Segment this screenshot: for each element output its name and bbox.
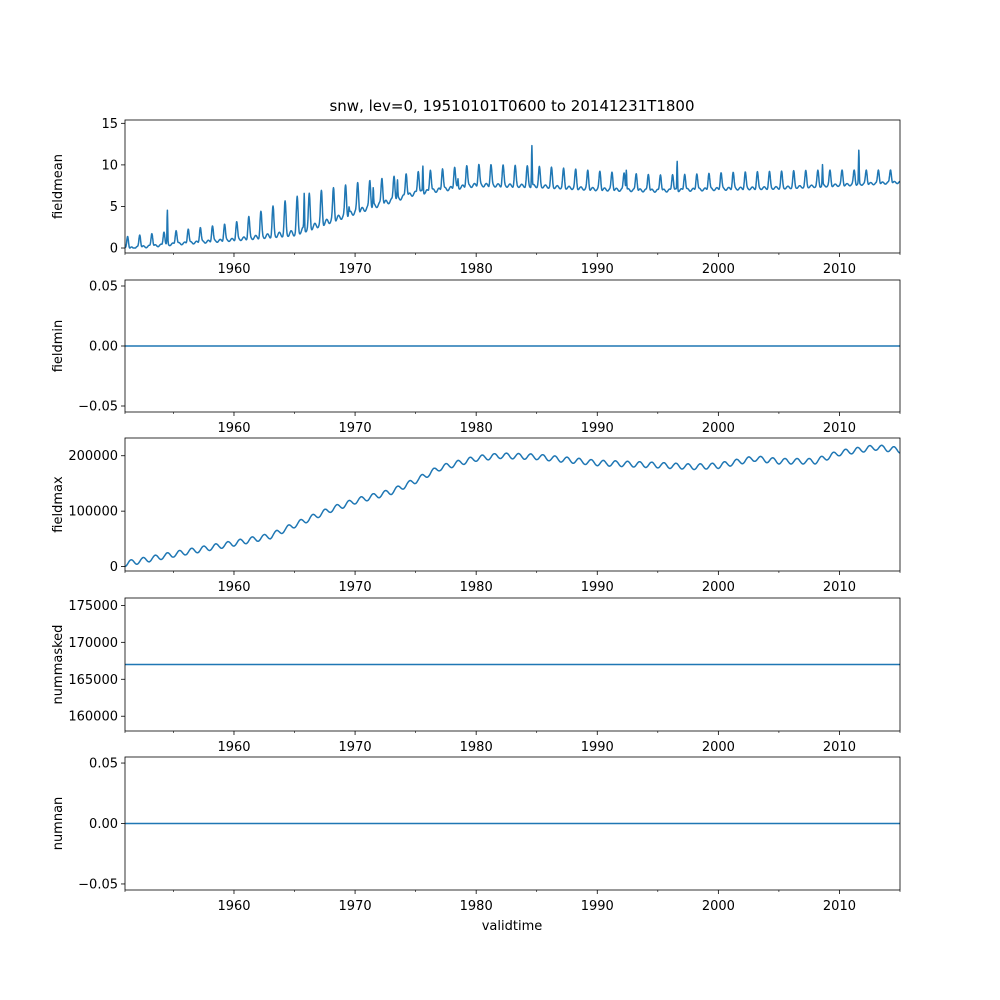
axes-frame bbox=[124, 597, 901, 732]
x-tick-label: 1970 bbox=[339, 740, 372, 755]
x-tick-label: 1980 bbox=[460, 580, 493, 595]
x-tick-label: 1970 bbox=[339, 899, 372, 914]
panel-fieldmin: −0.05 0.00 0.05 1960 1970 1980 1990 2000 2010 fie… bbox=[51, 280, 901, 436]
x-tick-label: 1960 bbox=[217, 899, 250, 914]
y-tick-label: 5 bbox=[110, 200, 118, 215]
chart-title: snw, lev=0, 19510101T0600 to 20141231T18… bbox=[329, 97, 694, 115]
panel-numnan: −0.05 0.00 0.05 1960 1970 1980 1990 2000 2010 num… bbox=[51, 757, 901, 914]
y-tick-label: 0.05 bbox=[89, 280, 118, 295]
series-line-fieldmean bbox=[125, 144, 900, 249]
x-tick-label: 1970 bbox=[339, 580, 372, 595]
x-tick-label: 2010 bbox=[823, 899, 856, 914]
x-tick-label: 2000 bbox=[702, 421, 735, 436]
x-tick-label: 1990 bbox=[581, 421, 614, 436]
x-tick-label: 2000 bbox=[702, 740, 735, 755]
x-tick-label: 1960 bbox=[217, 580, 250, 595]
y-axis-label: nummasked bbox=[51, 625, 66, 705]
x-tick-label: 1970 bbox=[339, 262, 372, 277]
panel-nummasked: 160000 165000 170000 175000 1960 1970 1980 1990… bbox=[51, 597, 901, 755]
y-tick-label: 0.05 bbox=[89, 757, 118, 772]
x-tick-label: 1990 bbox=[581, 262, 614, 277]
x-tick-label: 2010 bbox=[823, 580, 856, 595]
x-tick-label: 2010 bbox=[823, 421, 856, 436]
y-tick-label: 0.00 bbox=[89, 340, 118, 355]
x-tick-label: 1990 bbox=[581, 740, 614, 755]
x-tick-label: 1960 bbox=[217, 421, 250, 436]
x-tick-label: 1990 bbox=[581, 580, 614, 595]
panels: 0 5 10 15 1960 1970 1980 1990 2000 2010 fieldmean −… bbox=[51, 117, 901, 914]
y-tick-label: 200000 bbox=[68, 449, 118, 464]
x-tick-label: 2000 bbox=[702, 262, 735, 277]
y-axis-label: fieldmax bbox=[51, 476, 66, 533]
x-tick-label: 1970 bbox=[339, 421, 372, 436]
x-tick-label: 2010 bbox=[823, 262, 856, 277]
y-tick-label: 100000 bbox=[68, 505, 118, 520]
x-tick-label: 1980 bbox=[460, 740, 493, 755]
x-tick-label: 2010 bbox=[823, 740, 856, 755]
x-tick-label: 1990 bbox=[581, 899, 614, 914]
x-axis-label: validtime bbox=[482, 919, 543, 934]
x-tick-label: 1960 bbox=[217, 262, 250, 277]
axes-frame bbox=[124, 119, 901, 254]
y-tick-label: 0 bbox=[110, 560, 118, 575]
y-tick-label: 10 bbox=[101, 158, 118, 173]
panel-fieldmax: 0 100000 200000 1960 1970 1980 1990 2000 2010 fie… bbox=[51, 437, 901, 595]
x-tick-label: 1960 bbox=[217, 740, 250, 755]
y-tick-label: 170000 bbox=[68, 636, 118, 651]
x-tick-label: 1980 bbox=[460, 262, 493, 277]
y-axis-label: fieldmean bbox=[51, 154, 66, 219]
y-tick-label: 0 bbox=[110, 242, 118, 257]
series-line-fieldmax bbox=[125, 444, 900, 568]
y-tick-label: −0.05 bbox=[78, 877, 118, 892]
x-tick-label: 2000 bbox=[702, 580, 735, 595]
y-tick-label: 15 bbox=[101, 117, 118, 132]
y-tick-label: 160000 bbox=[68, 710, 118, 725]
x-tick-label: 1980 bbox=[460, 899, 493, 914]
y-tick-label: −0.05 bbox=[78, 400, 118, 415]
y-tick-label: 175000 bbox=[68, 599, 118, 614]
x-tick-label: 1980 bbox=[460, 421, 493, 436]
y-axis-label: fieldmin bbox=[51, 320, 66, 373]
y-axis-label: numnan bbox=[51, 797, 66, 851]
y-tick-label: 165000 bbox=[68, 673, 118, 688]
axes-frame bbox=[124, 437, 901, 572]
panel-fieldmean: 0 5 10 15 1960 1970 1980 1990 2000 2010 fieldmean bbox=[51, 117, 901, 277]
y-tick-label: 0.00 bbox=[89, 817, 118, 832]
x-tick-label: 2000 bbox=[702, 899, 735, 914]
